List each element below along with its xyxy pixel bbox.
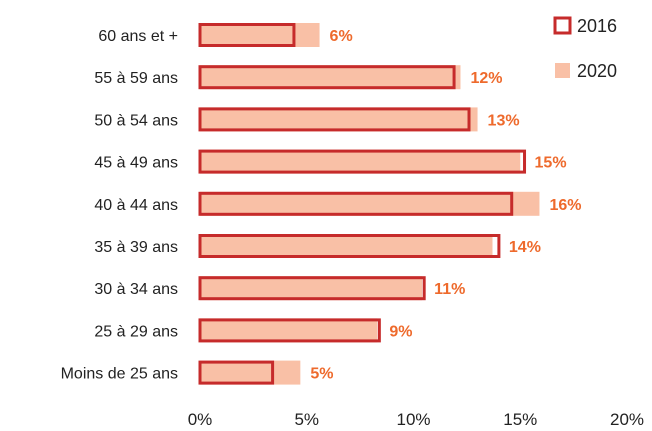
category-label: 50 à 54 ans — [94, 112, 178, 129]
data-label: 16% — [549, 197, 581, 214]
bar-2016 — [198, 65, 456, 90]
category-label: 55 à 59 ans — [94, 70, 178, 87]
data-label: 12% — [470, 70, 502, 87]
category-labels: 60 ans et + 55 à 59 ans 50 à 54 ans 45 à 49… — [61, 28, 178, 383]
category-label: 30 à 34 ans — [94, 281, 178, 298]
bar-2020 — [200, 191, 540, 216]
category-label: 45 à 49 ans — [94, 155, 178, 172]
data-label: 14% — [509, 239, 541, 256]
data-label: 11% — [434, 281, 465, 298]
data-label: 6% — [330, 28, 353, 45]
data-label: 13% — [488, 112, 520, 129]
category-label: Moins de 25 ans — [61, 366, 178, 383]
bar-2016 — [198, 149, 527, 174]
x-tick-label: 5% — [294, 410, 319, 429]
bar-2016 — [198, 276, 426, 301]
bar-2016 — [198, 234, 501, 258]
data-label: 15% — [535, 155, 567, 172]
bar-2020 — [200, 360, 301, 385]
x-axis-tick-labels: 0% 5% 10% 15% 20% — [188, 410, 644, 429]
bar-2020 — [200, 65, 461, 90]
bar-2020 — [200, 318, 378, 343]
bar-2016 — [198, 107, 471, 132]
category-label: 35 à 39 ans — [94, 239, 178, 256]
bars-2020-series — [200, 23, 540, 385]
legend-label-2016: 2016 — [577, 16, 617, 36]
x-tick-label: 0% — [188, 410, 213, 429]
bar-2020 — [200, 276, 423, 301]
bar-2016 — [198, 360, 275, 385]
bar-2016 — [198, 318, 381, 343]
bar-2020 — [200, 149, 521, 174]
bar-2020 — [200, 23, 320, 47]
legend-swatch-2020 — [555, 63, 570, 78]
x-tick-label: 15% — [503, 410, 537, 429]
category-label: 40 à 44 ans — [94, 197, 178, 214]
bar-2016 — [198, 23, 296, 47]
bars-2016-series — [198, 23, 527, 385]
category-label: 60 ans et + — [98, 28, 178, 45]
data-label: 5% — [310, 366, 333, 383]
bar-2020 — [200, 234, 493, 258]
data-labels: 6% 12% 13% 15% 16% 14% 11% 9% 5% — [310, 28, 581, 383]
data-label: 9% — [389, 323, 412, 340]
x-tick-label: 10% — [396, 410, 430, 429]
bar-2020 — [200, 107, 478, 132]
legend-label-2020: 2020 — [577, 61, 617, 81]
category-label: 25 à 29 ans — [94, 323, 178, 340]
legend: 2016 2020 — [553, 16, 617, 81]
legend-swatch-2016 — [553, 16, 572, 35]
bar-2016 — [198, 191, 514, 216]
x-tick-label: 20% — [610, 410, 644, 429]
